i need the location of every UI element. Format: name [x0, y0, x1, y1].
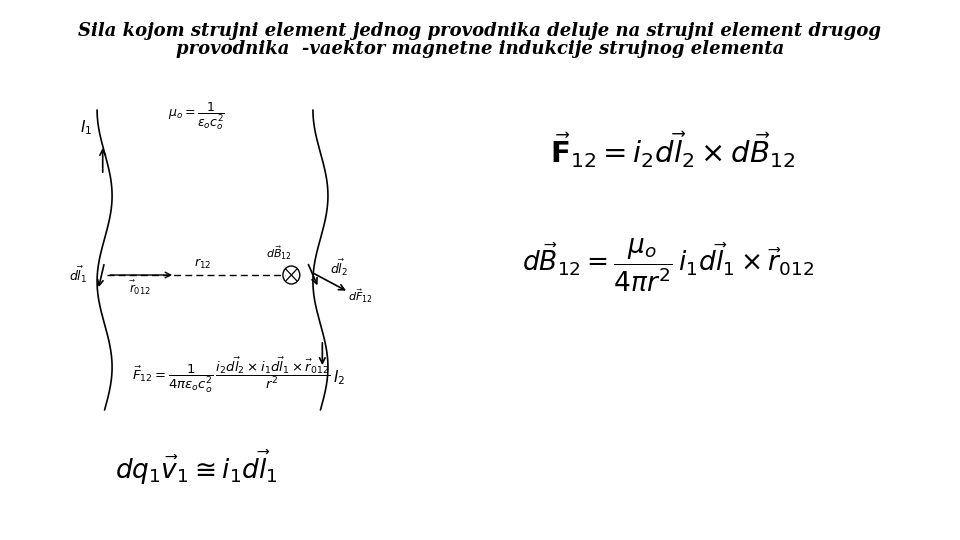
Text: $d\vec{B}_{12}$: $d\vec{B}_{12}$	[266, 244, 292, 262]
Text: $d\vec{l}_2$: $d\vec{l}_2$	[330, 258, 348, 278]
Text: provodnika  -vaektor magnetne indukcije strujnog elementa: provodnika -vaektor magnetne indukcije s…	[176, 40, 784, 58]
Text: $I_1$: $I_1$	[80, 119, 92, 137]
Text: $\vec{\mathbf{F}}_{12} = i_2 d\vec{l}_2 \times d\vec{B}_{12}$: $\vec{\mathbf{F}}_{12} = i_2 d\vec{l}_2 …	[550, 130, 795, 170]
Text: $\vec{F}_{12} = \dfrac{1}{4\pi\varepsilon_o c_o^2}\, \dfrac{i_2 d\vec{l}_2 \time: $\vec{F}_{12} = \dfrac{1}{4\pi\varepsilo…	[132, 355, 330, 395]
Text: $dq_1 \vec{v}_1 \cong i_1 d\vec{l}_1$: $dq_1 \vec{v}_1 \cong i_1 d\vec{l}_1$	[115, 449, 278, 487]
Text: Sila kojom strujni element jednog provodnika deluje na strujni element drugog: Sila kojom strujni element jednog provod…	[79, 22, 881, 40]
Text: $I_2$: $I_2$	[333, 369, 346, 387]
Text: $d\vec{B}_{12} = \dfrac{\mu_o}{4\pi r^2}\, i_1 d\vec{l}_1 \times \vec{r}_{012}$: $d\vec{B}_{12} = \dfrac{\mu_o}{4\pi r^2}…	[521, 236, 814, 294]
Text: $r_{12}$: $r_{12}$	[195, 257, 212, 271]
Text: $d\vec{F}_{12}$: $d\vec{F}_{12}$	[348, 287, 372, 305]
Text: $\vec{r}_{012}$: $\vec{r}_{012}$	[130, 279, 151, 297]
Text: $\mu_o = \dfrac{1}{\varepsilon_o c_o^2}$: $\mu_o = \dfrac{1}{\varepsilon_o c_o^2}$	[168, 100, 225, 132]
Text: $d\vec{l}_1$: $d\vec{l}_1$	[69, 265, 87, 285]
